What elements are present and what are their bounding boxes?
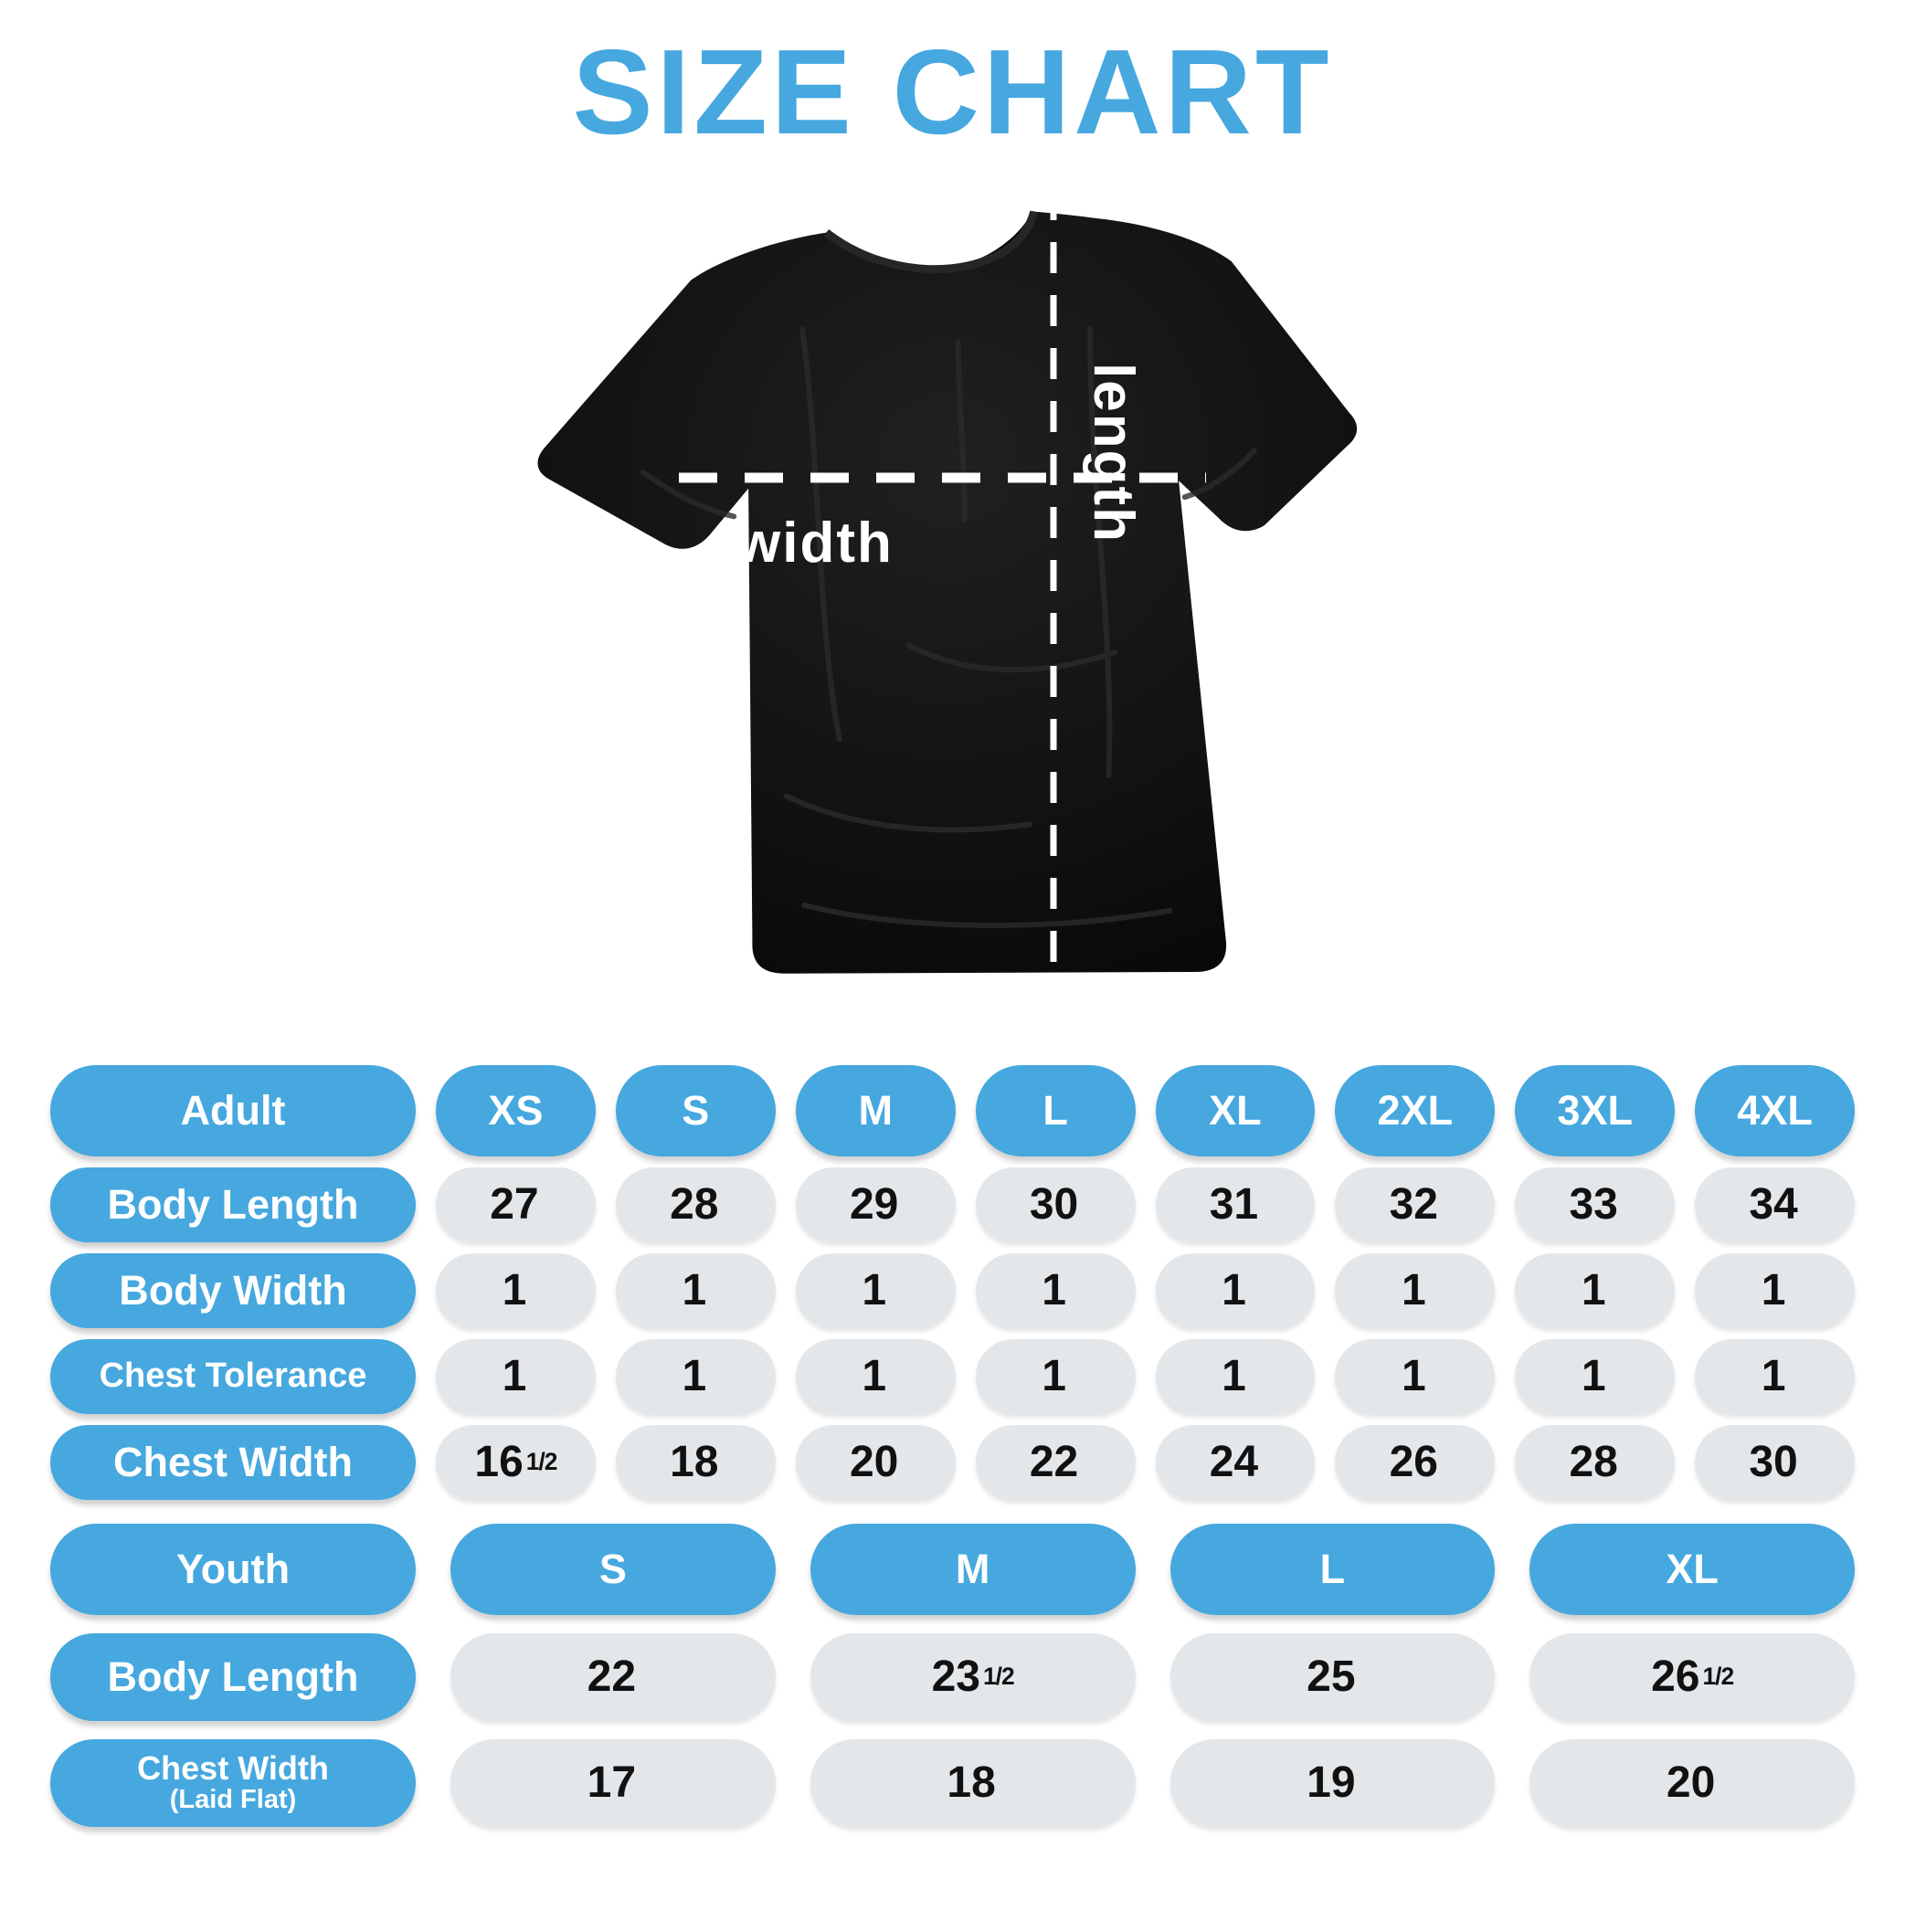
size-value-cell: 17 [450, 1738, 776, 1827]
size-header-s: S [615, 1064, 776, 1156]
size-value-cell: 32 [1335, 1167, 1496, 1242]
wrinkle-lines [639, 325, 1257, 928]
size-value-cell: 34 [1695, 1167, 1855, 1242]
adult-header-row: Adult XS S M L XL 2XL 3XL 4XL [50, 1064, 1855, 1156]
size-value-cell: 28 [1515, 1424, 1676, 1500]
size-value-cell: 22 [450, 1632, 776, 1721]
size-value-cell: 16 1/2 [436, 1424, 596, 1500]
tshirt-measurement-diagram: length width [528, 187, 1378, 987]
size-value-cell: 22 [975, 1424, 1136, 1500]
size-value-cell: 1 [1695, 1252, 1855, 1328]
row-label-cell: Body Width [50, 1252, 416, 1328]
tshirt-graphic [537, 209, 1357, 974]
size-value-cell: 1 [436, 1252, 596, 1328]
size-header-xl: XL [1155, 1064, 1316, 1156]
size-value-cell: 1 [615, 1252, 776, 1328]
row-label-cell: Chest Width (Laid Flat) [50, 1738, 416, 1827]
size-value-cell: 1 [1335, 1338, 1496, 1414]
size-value-cell: 26 1/2 [1529, 1632, 1855, 1721]
size-value-cell: 25 [1169, 1632, 1496, 1721]
row-label-cell: Chest Width [50, 1424, 416, 1500]
size-value-cell: 1 [975, 1338, 1136, 1414]
size-value-cell: 1 [1515, 1252, 1676, 1328]
size-value-cell: 19 [1169, 1738, 1496, 1827]
size-value-cell: 1 [975, 1252, 1136, 1328]
size-header-m: M [795, 1064, 956, 1156]
size-header-3xl: 3XL [1515, 1064, 1676, 1156]
row-label-cell: Chest Tolerance [50, 1338, 416, 1414]
size-value-cell: 33 [1515, 1167, 1676, 1242]
youth-size-header-xl: XL [1529, 1523, 1855, 1615]
row-label-cell: Body Length [50, 1167, 416, 1242]
collar-rib-line [823, 209, 1038, 273]
adult-size-table: Adult XS S M L XL 2XL 3XL 4XL Body Lengt… [50, 1064, 1855, 1500]
adult-body-width-row: Body Width 1 1 1 1 1 1 1 1 [50, 1252, 1855, 1328]
size-value-cell: 27 [436, 1167, 596, 1242]
size-value-cell: 23 1/2 [810, 1632, 1136, 1721]
tshirt-image: length width [537, 188, 1357, 974]
size-value-cell: 24 [1155, 1424, 1316, 1500]
page-title: SIZE CHART [572, 25, 1333, 159]
youth-size-header-l: L [1169, 1523, 1496, 1615]
adult-header-cell: Adult [50, 1064, 416, 1156]
youth-size-table: Youth S M L XL Body Length 22 23 1/2 25 2… [50, 1523, 1855, 1827]
adult-body-length-row: Body Length 27 28 29 30 31 32 33 34 [50, 1167, 1855, 1242]
size-value-cell: 1 [1695, 1338, 1855, 1414]
size-value-cell: 1 [615, 1338, 776, 1414]
size-value-cell: 20 [795, 1424, 956, 1500]
size-value-cell: 20 [1529, 1738, 1855, 1827]
youth-size-header-m: M [810, 1523, 1136, 1615]
size-value-cell: 30 [975, 1167, 1136, 1242]
youth-body-length-row: Body Length 22 23 1/2 25 26 1/2 [50, 1632, 1855, 1721]
size-header-xs: XS [436, 1064, 596, 1156]
size-value-cell: 30 [1695, 1424, 1855, 1500]
adult-chest-tolerance-row: Chest Tolerance 1 1 1 1 1 1 1 1 [50, 1338, 1855, 1414]
size-value-cell: 28 [615, 1167, 776, 1242]
row-label-cell: Body Length [50, 1632, 416, 1721]
shirt-body [537, 211, 1357, 974]
size-value-cell: 1 [436, 1338, 596, 1414]
size-value-cell: 31 [1155, 1167, 1316, 1242]
size-header-4xl: 4XL [1695, 1064, 1855, 1156]
size-value-cell: 18 [615, 1424, 776, 1500]
size-value-cell: 18 [810, 1738, 1136, 1827]
size-header-l: L [975, 1064, 1136, 1156]
size-value-cell: 1 [1155, 1338, 1316, 1414]
width-label: width [736, 512, 894, 575]
size-header-2xl: 2XL [1335, 1064, 1496, 1156]
size-value-cell: 1 [1515, 1338, 1676, 1414]
youth-size-header-s: S [450, 1523, 776, 1615]
adult-chest-width-row: Chest Width 16 1/2 18 20 22 24 26 28 30 [50, 1424, 1855, 1500]
size-value-cell: 1 [795, 1252, 956, 1328]
youth-chest-width-row: Chest Width (Laid Flat) 17 18 19 20 [50, 1738, 1855, 1827]
size-value-cell: 29 [795, 1167, 956, 1242]
youth-header-cell: Youth [50, 1523, 416, 1615]
length-label: length [1082, 363, 1145, 544]
youth-header-row: Youth S M L XL [50, 1523, 1855, 1615]
size-value-cell: 26 [1335, 1424, 1496, 1500]
size-value-cell: 1 [1335, 1252, 1496, 1328]
size-value-cell: 1 [1155, 1252, 1316, 1328]
size-value-cell: 1 [795, 1338, 956, 1414]
